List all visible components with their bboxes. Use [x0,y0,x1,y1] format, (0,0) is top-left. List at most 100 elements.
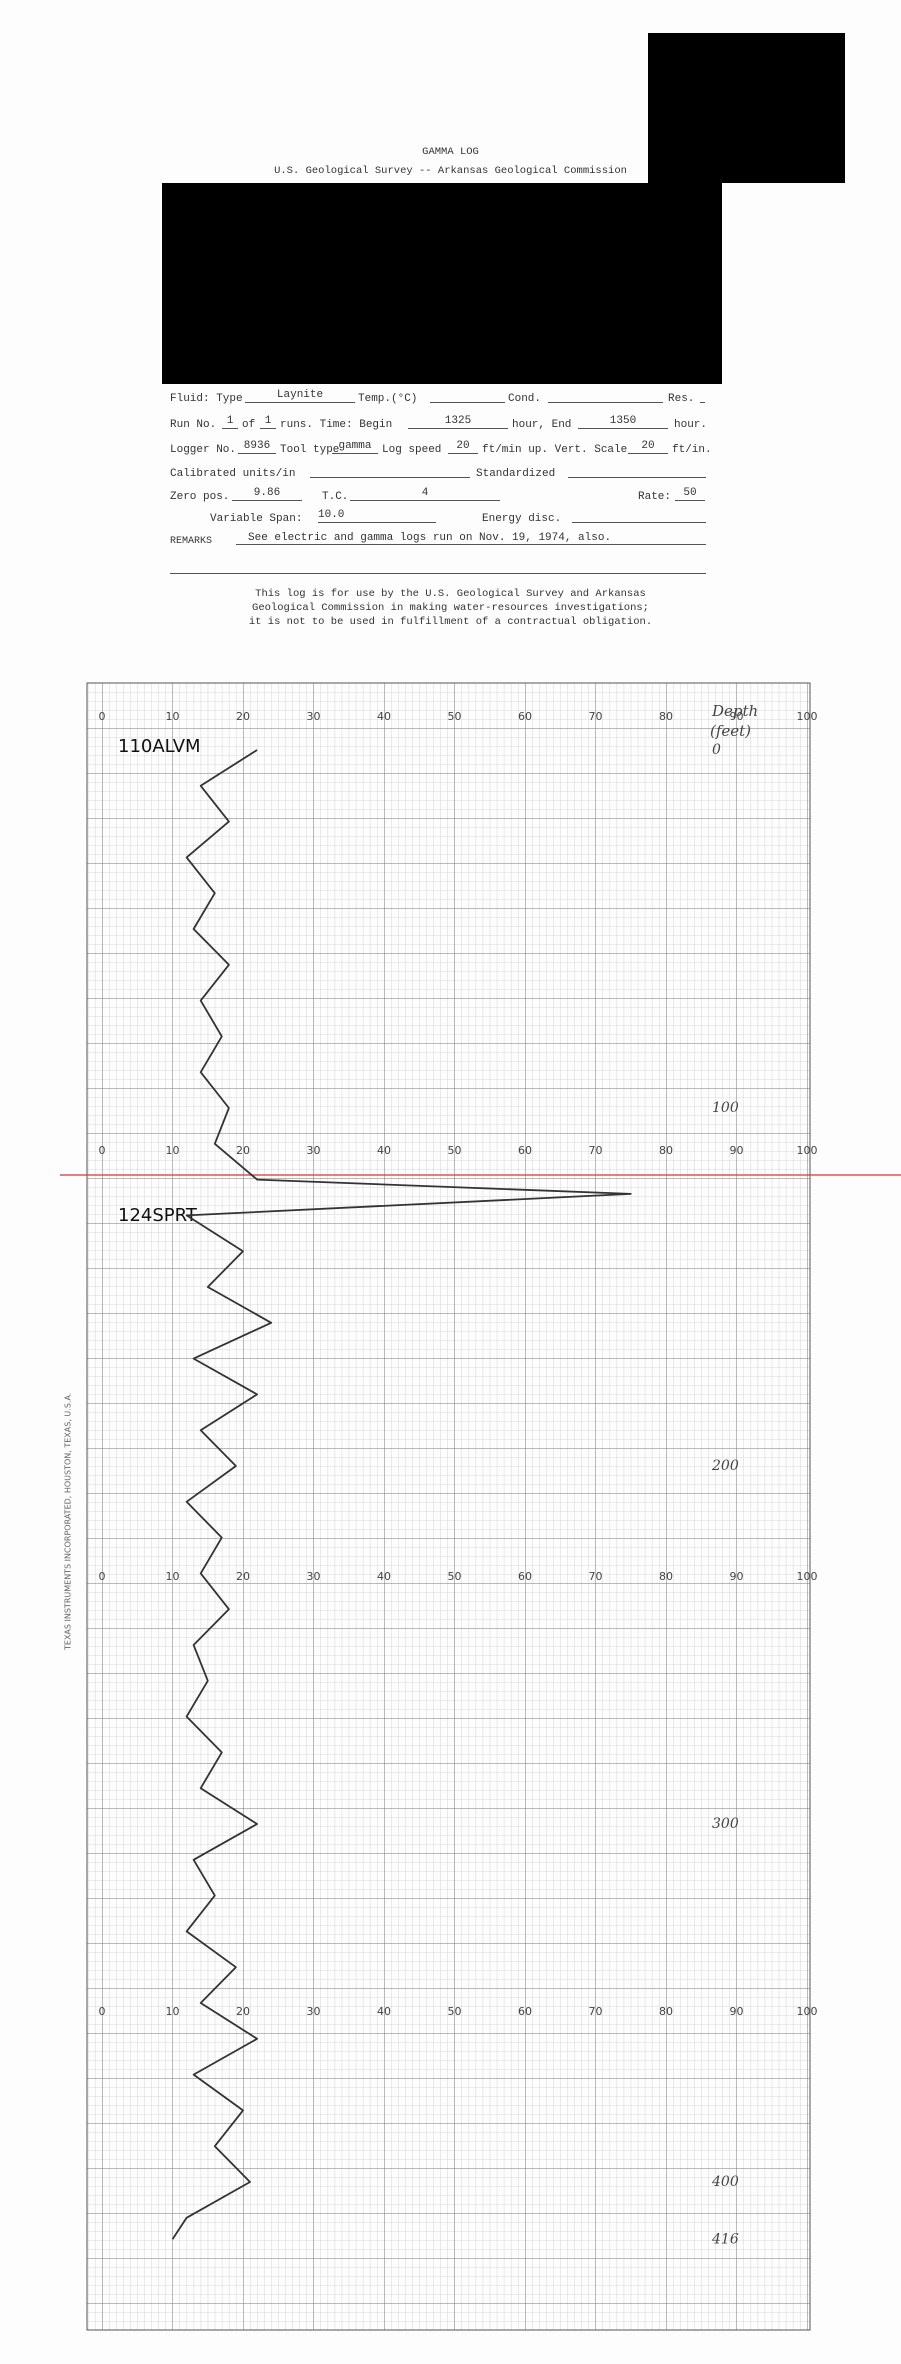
field-text: Variable Span: [210,513,303,525]
scale-label: 10 [166,2005,180,2018]
scale-label: 100 [797,2005,818,2018]
field-text: This log is for use by the U.S. Geologic… [255,588,646,600]
scale-label: 20 [236,1144,250,1157]
scale-label: 90 [730,1144,744,1157]
scale-label: 30 [307,1570,321,1583]
depth-heading: (feet) [710,722,751,740]
field-text: 1325 [408,415,508,429]
field-text: 50 [675,487,705,501]
field-text: Energy disc. [482,513,562,525]
field-text: Geological Commission in making water-re… [252,602,649,614]
scale-label: 80 [659,710,673,723]
field-text: Laynite [245,389,355,403]
field-text: GAMMA LOG [422,146,479,158]
field-text: Calibrated units/in [170,468,296,480]
field-text: runs. Time: Begin [280,419,393,431]
depth-label: 0 [712,742,721,758]
field-line [548,389,663,403]
formation-label: 124SPRT [118,1205,198,1226]
field-text: 20 [448,440,478,454]
field-text: Zero pos. [170,491,230,503]
scale-label: 100 [797,710,818,723]
scale-label: 60 [518,710,532,723]
scale-label: 100 [797,1144,818,1157]
scale-label: 30 [307,2005,321,2018]
field-text: Rate: [638,491,672,503]
field-text: 10.0 [318,509,436,523]
scale-label: 50 [448,1144,462,1157]
formation-label: 110ALVM [118,736,201,757]
depth-label: 400 [711,2174,739,2190]
scale-label: 40 [377,2005,391,2018]
field-text: of [242,419,256,431]
redaction [162,183,722,384]
scale-label: 10 [166,1144,180,1157]
scale-label: 80 [659,1570,673,1583]
field-text: U.S. Geological Survey -- Arkansas Geolo… [274,165,627,177]
scale-label: 30 [307,710,321,723]
field-text: REMARKS [170,536,213,547]
chart-border [86,682,811,2331]
field-text: it is not to be used in fulfillment of a… [248,616,653,628]
gamma-trace [171,749,632,2240]
scale-label: 60 [518,2005,532,2018]
scale-label: 70 [589,1144,603,1157]
scale-label: 90 [730,710,744,723]
scale-label: 90 [730,2005,744,2018]
scale-label: 50 [448,1570,462,1583]
field-text: 1 [222,415,238,429]
scale-label: 0 [99,2005,106,2018]
depth-label: 416 [711,2231,739,2247]
scale-label: 60 [518,1570,532,1583]
scale-label: 60 [518,1144,532,1157]
scale-label: 40 [377,1570,391,1583]
scale-label: 40 [377,1144,391,1157]
field-line [430,389,505,403]
scale-label: 0 [99,1144,106,1157]
scale-label: 50 [448,710,462,723]
scale-label: 80 [659,2005,673,2018]
field-text: Tool type [280,444,340,456]
field-text: Standardized [476,468,556,480]
field-text: Cond. [508,393,542,405]
scale-label: 50 [448,2005,462,2018]
field-line [170,560,706,574]
field-text: 20 [628,440,668,454]
scale-label: 20 [236,2005,250,2018]
scale-label: 10 [166,710,180,723]
field-text: 8936 [238,440,276,454]
field-text: 1 [260,415,276,429]
scale-label: 90 [730,1570,744,1583]
redaction [648,33,845,183]
field-line [572,509,706,523]
field-text: Fluid: Type [170,393,243,405]
scale-label: 70 [589,1570,603,1583]
grid-major [87,683,810,2330]
field-text: hour. [674,419,708,431]
field-text: gamma [332,440,378,454]
scale-label: 80 [659,1144,673,1157]
field-text: Run No. [170,419,217,431]
scale-label: 40 [377,710,391,723]
field-line [568,464,706,478]
field-text: ft/in. [672,444,712,456]
scale-label: 20 [236,1570,250,1583]
depth-label: 200 [711,1458,739,1474]
field-text: ft/min up. Vert. Scale [482,444,628,456]
scale-label: 0 [99,710,106,723]
field-text: Res. [668,393,695,405]
scale-label: 20 [236,710,250,723]
field-text: See electric and gamma logs run on Nov. … [236,532,706,545]
depth-label: 100 [712,1100,739,1116]
field-text: 4 [350,487,500,501]
scale-label: 0 [99,1570,106,1583]
field-text: Logger No. [170,444,237,456]
field-line [310,464,470,478]
field-text: 1350 [578,415,668,429]
scale-label: 100 [797,1570,818,1583]
field-text: Temp.(°C) [358,393,418,405]
field-text: Log speed [382,444,442,456]
depth-heading: Depth [711,702,758,720]
